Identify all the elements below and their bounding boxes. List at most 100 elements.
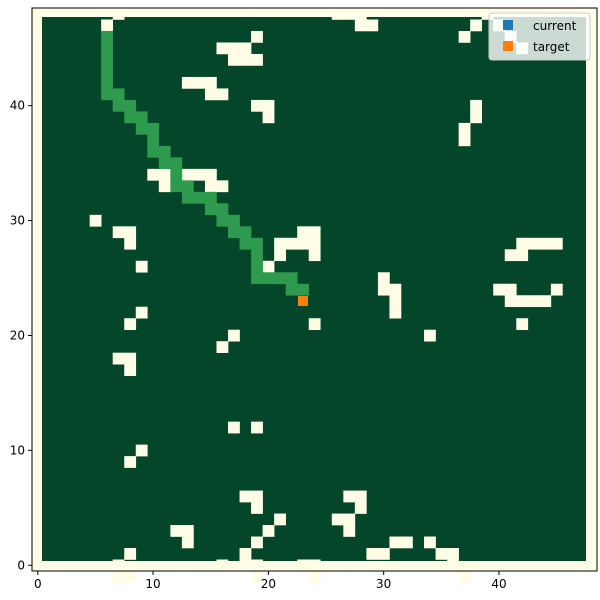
x-tick-label: 0 bbox=[34, 577, 42, 591]
obstacle-cell bbox=[377, 283, 390, 296]
y-tick-label: 20 bbox=[10, 328, 25, 342]
obstacle-cell bbox=[343, 525, 356, 537]
x-tick-label: 40 bbox=[491, 577, 506, 591]
path-cell bbox=[274, 272, 286, 285]
obstacle-cell bbox=[262, 99, 275, 112]
path-cell bbox=[170, 157, 183, 170]
obstacle-cell bbox=[481, 8, 494, 20]
obstacle-cell bbox=[377, 548, 390, 560]
obstacle-cell bbox=[308, 559, 321, 572]
obstacle-cell bbox=[550, 237, 563, 250]
obstacle-cell bbox=[504, 295, 517, 308]
path-cell bbox=[239, 226, 252, 239]
legend-label-target: target bbox=[533, 40, 570, 54]
y-tick-label: 40 bbox=[10, 99, 25, 113]
x-tick-label: 20 bbox=[261, 577, 276, 591]
obstacle-cell bbox=[251, 99, 263, 112]
obstacle-cell bbox=[124, 456, 137, 468]
y-axis: 0 10 20 30 40 bbox=[10, 99, 32, 572]
obstacle-cell bbox=[331, 8, 344, 20]
y-tick-label: 0 bbox=[17, 558, 25, 572]
obstacle-cell bbox=[124, 548, 137, 560]
obstacle-cell bbox=[124, 364, 137, 376]
obstacle-cell bbox=[216, 341, 229, 353]
obstacle-cell bbox=[239, 559, 252, 572]
obstacle-cell bbox=[158, 180, 171, 193]
obstacle-cell bbox=[539, 237, 552, 250]
obstacle-cell bbox=[216, 180, 229, 193]
obstacle-cell bbox=[343, 8, 356, 20]
path-cell bbox=[147, 122, 160, 135]
obstacle-cell bbox=[112, 352, 125, 365]
path-cell bbox=[147, 134, 160, 147]
obstacle-cell bbox=[204, 76, 217, 89]
path-cell bbox=[101, 42, 114, 55]
path-cell bbox=[181, 180, 194, 193]
obstacle-cell bbox=[527, 237, 540, 250]
obstacle-cell bbox=[389, 295, 402, 308]
obstacle-cell bbox=[424, 536, 436, 549]
obstacle-cell bbox=[239, 490, 252, 503]
obstacle-cell bbox=[516, 237, 529, 250]
obstacle-cell bbox=[447, 559, 459, 572]
obstacle-cell bbox=[124, 352, 137, 365]
obstacle-cell bbox=[550, 283, 563, 296]
obstacle-cell bbox=[354, 8, 367, 20]
obstacle-cell bbox=[470, 19, 482, 32]
path-cell bbox=[170, 168, 183, 181]
path-cell bbox=[112, 99, 125, 112]
path-cell bbox=[181, 191, 194, 204]
obstacle-cell bbox=[239, 548, 252, 560]
obstacle-cell bbox=[308, 249, 321, 262]
obstacle-cell bbox=[112, 559, 125, 572]
path-cell bbox=[216, 214, 229, 227]
path-cell bbox=[251, 272, 263, 285]
obstacle-cell bbox=[377, 272, 390, 285]
obstacle-cell bbox=[389, 536, 402, 549]
y-tick-label: 30 bbox=[10, 214, 25, 228]
path-cell bbox=[239, 237, 252, 250]
obstacle-cell bbox=[204, 88, 217, 101]
path-cell bbox=[135, 122, 148, 135]
obstacle-cell bbox=[89, 214, 102, 227]
obstacle-cell bbox=[135, 306, 148, 319]
path-cell bbox=[101, 53, 114, 66]
obstacle-cell bbox=[204, 180, 217, 193]
legend-swatch-current bbox=[503, 20, 513, 30]
legend-label-current: current bbox=[533, 19, 577, 33]
obstacle-cell bbox=[135, 444, 148, 457]
obstacle-cell bbox=[124, 571, 137, 583]
obstacle-cell bbox=[124, 226, 137, 239]
obstacle-cell bbox=[112, 8, 125, 20]
obstacle-cell bbox=[516, 295, 529, 308]
obstacle-cell bbox=[504, 249, 517, 262]
obstacle-cell bbox=[228, 53, 240, 66]
obstacle-cell bbox=[262, 525, 275, 537]
obstacle-cell bbox=[366, 19, 379, 32]
obstacle-cell bbox=[228, 42, 240, 55]
legend-swatch-target bbox=[503, 41, 513, 51]
obstacle-cell bbox=[493, 283, 506, 296]
obstacle-cell bbox=[458, 571, 471, 583]
obstacle-cell bbox=[158, 168, 171, 181]
obstacle-cell bbox=[470, 111, 482, 124]
obstacle-cell bbox=[424, 329, 436, 342]
path-cell bbox=[193, 191, 206, 204]
path-cell bbox=[101, 88, 114, 101]
path-cell bbox=[228, 214, 240, 227]
obstacle-cell bbox=[274, 249, 286, 262]
obstacle-cell bbox=[308, 226, 321, 239]
path-cell bbox=[262, 272, 275, 285]
y-tick-label: 10 bbox=[10, 443, 25, 457]
obstacle-cell bbox=[354, 502, 367, 514]
obstacle-cell bbox=[308, 237, 321, 250]
obstacle-cell bbox=[181, 168, 194, 181]
obstacle-cell bbox=[262, 260, 275, 273]
obstacle-cell bbox=[285, 237, 298, 250]
path-cell bbox=[251, 260, 263, 273]
obstacle-cell bbox=[193, 168, 206, 181]
obstacle-cell bbox=[504, 283, 517, 296]
obstacle-cell bbox=[354, 490, 367, 503]
obstacle-cell bbox=[458, 30, 471, 43]
